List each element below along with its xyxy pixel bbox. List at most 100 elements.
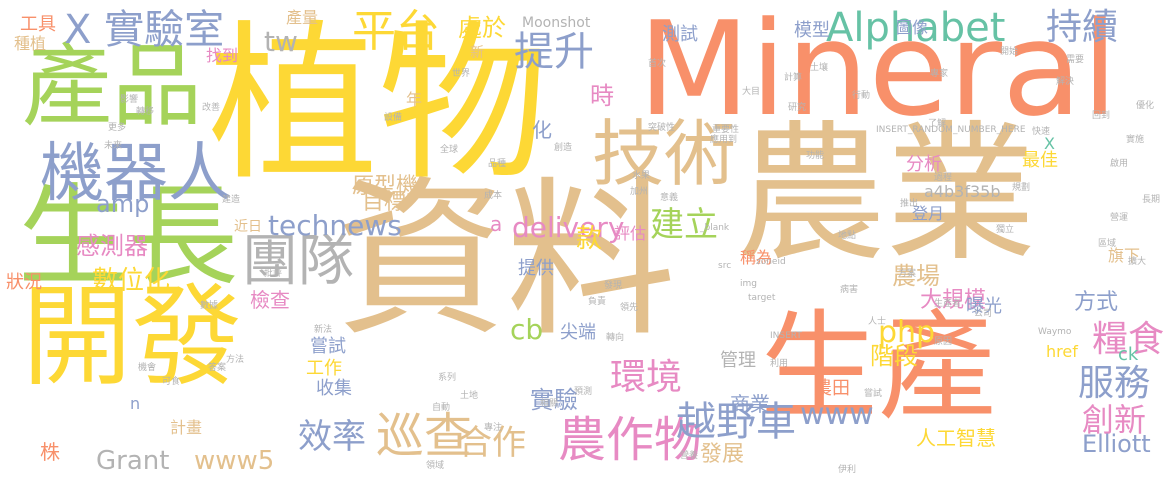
cloud-word: 款 (576, 224, 603, 254)
cloud-word: 擴大 (1128, 257, 1147, 267)
cloud-word: 目標 (362, 190, 407, 215)
cloud-word: 新 (470, 45, 484, 61)
cloud-word: 相關 (540, 399, 559, 409)
cloud-word: tw (264, 25, 298, 58)
cloud-word: 原型機 (352, 174, 419, 199)
cloud-word: 資料 (336, 162, 677, 360)
cloud-word: 農業 (736, 108, 1037, 282)
cloud-word: 轉移 (136, 107, 155, 117)
cloud-word: src (718, 261, 732, 271)
cloud-word: INSERT (770, 331, 802, 341)
cloud-word: img (740, 279, 757, 289)
cloud-word: 模型 (794, 20, 830, 41)
cloud-word: 了解 (928, 119, 947, 129)
cloud-word: 原因 (934, 337, 953, 347)
cloud-word: 發現 (604, 281, 623, 291)
cloud-word: 人士 (868, 317, 887, 327)
cloud-word: a4b3f35b (924, 182, 1001, 201)
cloud-word: 服務 (1078, 363, 1151, 404)
cloud-word: 計畫 (170, 418, 203, 437)
cloud-word: 稱為 (740, 248, 773, 267)
cloud-word: 系列 (438, 373, 457, 383)
cloud-word: 階段 (870, 342, 918, 370)
cloud-word: 提升 (514, 29, 594, 75)
cloud-word: amp (96, 190, 150, 218)
cloud-word: cb (510, 313, 544, 346)
cloud-word: 實驗 (530, 386, 578, 414)
cloud-word: 專注 (484, 423, 503, 433)
cloud-word: 推出 (900, 199, 919, 209)
cloud-word: Alphabet (826, 5, 1006, 51)
cloud-word: technews (268, 209, 402, 242)
cloud-word: 方法 (226, 355, 245, 365)
cloud-word: _blank (700, 223, 730, 233)
cloud-word: 數位化 (92, 266, 171, 296)
cloud-word: 區域 (1098, 239, 1117, 249)
cloud-word: 登月 (912, 204, 945, 223)
cloud-word: 機器人 (40, 137, 232, 211)
cloud-word: 實施 (1126, 135, 1145, 145)
cloud-word: 嘗試 (310, 336, 346, 357)
cloud-word: 利用 (770, 359, 789, 369)
cloud-word: 圖像 (896, 18, 929, 37)
cloud-word: 時 (590, 82, 614, 110)
cloud-word: 重要性 (712, 125, 740, 135)
cloud-word: 效率 (298, 417, 366, 457)
cloud-word: 測試 (662, 24, 698, 45)
cloud-word: Waymo (1038, 327, 1072, 337)
cloud-word: 領域 (426, 461, 445, 471)
cloud-word: 發展 (700, 442, 745, 467)
cloud-word: 方案 (898, 269, 917, 279)
cloud-word: 新法 (314, 325, 333, 335)
cloud-word: 預測 (574, 387, 593, 397)
cloud-word: zoneid (756, 257, 786, 267)
cloud-word: 創新 (1082, 401, 1147, 439)
cloud-word: 開始 (1000, 47, 1019, 57)
cloud-word: 地點 (838, 231, 857, 241)
cloud-word: 技術 (592, 112, 737, 196)
cloud-word: 機會 (138, 363, 157, 373)
cloud-word: 曝光 (966, 296, 1002, 317)
cloud-word: 全球 (440, 145, 459, 155)
cloud-word: 開發 (22, 273, 242, 401)
cloud-word: 水果 (632, 171, 651, 181)
cloud-word: 環境 (610, 357, 683, 398)
cloud-word: 品種 (488, 159, 507, 169)
cloud-word: 生產 (760, 298, 997, 436)
cloud-word: 建造 (222, 195, 241, 205)
cloud-word: 公司 (974, 309, 993, 319)
cloud-word: 解決 (1056, 77, 1075, 87)
cloud-word: delivery (512, 211, 625, 244)
cloud-word: 病害 (840, 285, 859, 295)
cloud-word: a (490, 212, 503, 236)
cloud-word: 營養 (680, 451, 699, 461)
cloud-word: 建立 (650, 205, 718, 245)
cloud-word: 農場 (892, 262, 940, 290)
cloud-word: 回到 (1092, 111, 1111, 121)
cloud-word: 數據 (200, 301, 219, 311)
cloud-word: Moonshot (522, 15, 591, 31)
cloud-word: 糧食 (1092, 319, 1165, 360)
cloud-word: 過程 (934, 173, 953, 183)
cloud-word: 收集 (316, 378, 352, 399)
cloud-word: 持續 (1046, 7, 1119, 48)
cloud-word: 可食 (162, 377, 181, 387)
cloud-word: X (1044, 134, 1055, 153)
cloud-word: 負責 (588, 297, 607, 307)
cloud-word: Mineral (638, 0, 1118, 145)
cloud-word: 人工智慧 (916, 426, 996, 450)
cloud-word: 行動 (852, 91, 871, 101)
cloud-word: 伊利 (838, 465, 857, 475)
cloud-word: 化 (532, 118, 552, 142)
cloud-word: 需要 (1066, 55, 1085, 65)
cloud-word: 旗下 (1108, 246, 1141, 265)
cloud-word: INSERT_RANDOM_NUMBER_HERE (876, 125, 1026, 135)
cloud-word: 領先 (620, 303, 639, 313)
cloud-word: 處於 (458, 14, 506, 42)
cloud-word: 嘗試 (864, 389, 883, 399)
cloud-word: 檢查 (250, 288, 290, 312)
cloud-word: 產品 (22, 34, 202, 139)
cloud-word: ck (1118, 344, 1139, 365)
cloud-word: 尖端 (560, 322, 596, 343)
